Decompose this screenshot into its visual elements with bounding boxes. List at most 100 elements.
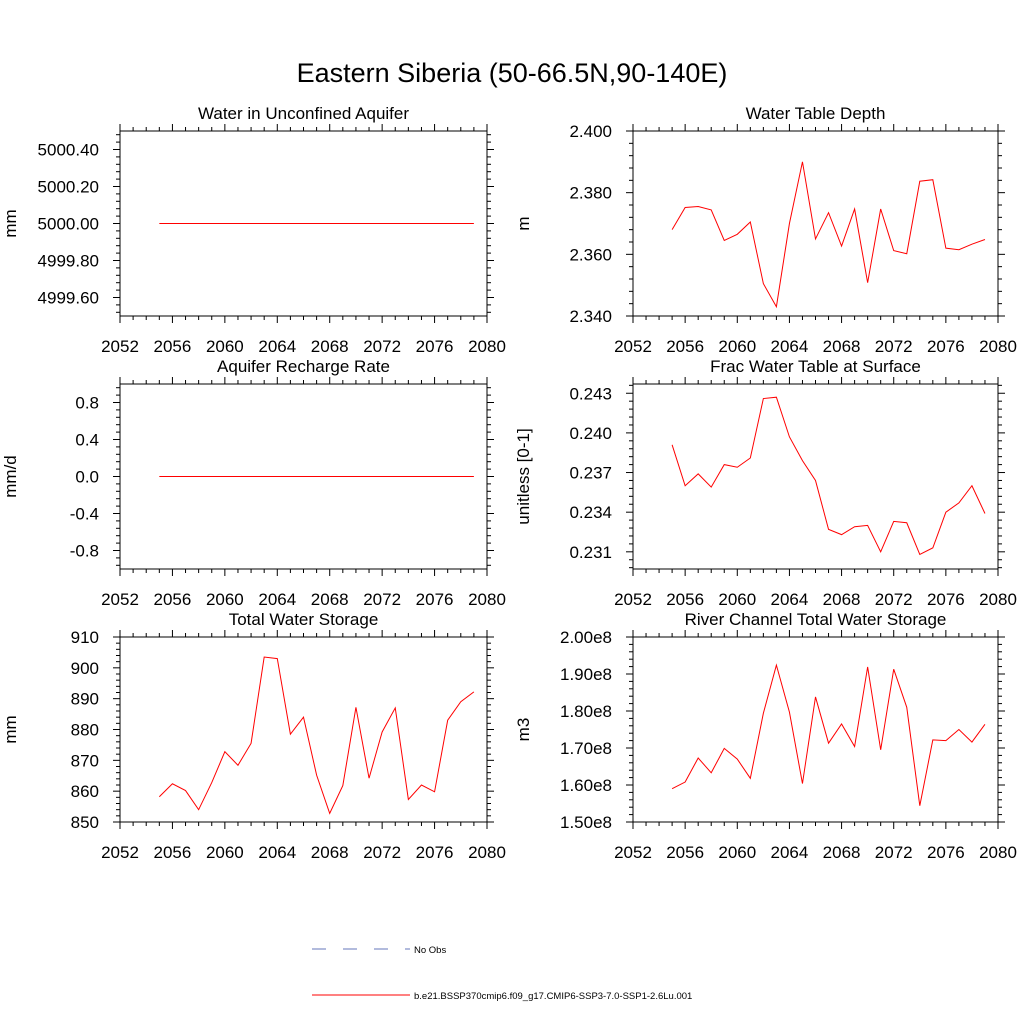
data-point [698, 473, 699, 474]
data-point [984, 724, 985, 725]
data-point [264, 476, 265, 477]
x-tick-label: 2076 [927, 337, 965, 356]
data-point [368, 778, 369, 779]
data-point [841, 534, 842, 535]
x-tick-label: 2052 [614, 337, 652, 356]
panel-title: Water in Unconfined Aquifer [198, 104, 409, 123]
data-point [421, 223, 422, 224]
x-tick-label: 2064 [771, 843, 809, 862]
data-point [737, 467, 738, 468]
figure-title: Eastern Siberia (50-66.5N,90-140E) [297, 58, 728, 88]
data-point [906, 707, 907, 708]
data-point [290, 476, 291, 477]
y-tick-label: 900 [71, 659, 99, 678]
data-point [172, 783, 173, 784]
data-point [185, 476, 186, 477]
panel-grid: Water in Unconfined Aquifer mm 2052 2056 206… [1, 104, 1017, 862]
data-point [945, 248, 946, 249]
panel-title: Water Table Depth [746, 104, 886, 123]
y-tick-label: 850 [71, 813, 99, 832]
data-point [224, 751, 225, 752]
x-tick-label: 2076 [927, 590, 965, 609]
data-point [685, 207, 686, 208]
y-axis-label: m [514, 216, 533, 230]
data-point [724, 748, 725, 749]
y-tick-label: 1.80e8 [560, 702, 612, 721]
x-tick-label: 2072 [363, 843, 401, 862]
data-point [303, 476, 304, 477]
series-line [671, 663, 986, 806]
legend-label: No Obs [414, 945, 446, 956]
data-point [277, 658, 278, 659]
data-point [185, 223, 186, 224]
data-point [945, 512, 946, 513]
x-tick-label: 2068 [311, 843, 349, 862]
series-line [671, 161, 986, 309]
panel-title: Frac Water Table at Surface [710, 357, 921, 376]
data-point [802, 783, 803, 784]
data-point [211, 223, 212, 224]
data-point [421, 784, 422, 785]
x-tick-label: 2056 [154, 590, 192, 609]
legend: No Obs b.e21.BSSP370cmip6.f09_g17.CMIP6-S… [312, 945, 692, 1002]
data-point [763, 283, 764, 284]
x-tick-label: 2080 [979, 337, 1017, 356]
data-point [672, 788, 673, 789]
y-tick-label: 0.243 [569, 384, 612, 403]
data-point [395, 223, 396, 224]
data-point [408, 799, 409, 800]
data-point [342, 476, 343, 477]
data-point [355, 223, 356, 224]
data-point [250, 476, 251, 477]
x-tick-label: 2080 [979, 843, 1017, 862]
x-tick-label: 2052 [614, 843, 652, 862]
data-point [789, 436, 790, 437]
x-tick-label: 2060 [206, 843, 244, 862]
chart-panel: River Channel Total Water Storage m3 2052 2… [514, 610, 1017, 862]
x-tick-label: 2076 [416, 843, 454, 862]
data-point [460, 476, 461, 477]
data-point [932, 547, 933, 548]
data-point [828, 212, 829, 213]
data-point [342, 785, 343, 786]
data-point [316, 775, 317, 776]
data-point [224, 223, 225, 224]
y-tick-label: 0.240 [569, 424, 612, 443]
data-point [958, 729, 959, 730]
data-point [776, 665, 777, 666]
data-point [698, 206, 699, 207]
y-tick-label: 870 [71, 751, 99, 770]
x-tick-label: 2068 [823, 590, 861, 609]
y-axis-label: mm/d [1, 455, 20, 498]
data-point [984, 239, 985, 240]
data-point [958, 502, 959, 503]
data-point [724, 464, 725, 465]
data-point [382, 476, 383, 477]
y-tick-label: 5000.00 [38, 215, 99, 234]
data-point [329, 813, 330, 814]
x-tick-label: 2064 [771, 590, 809, 609]
panel-title: Aquifer Recharge Rate [217, 357, 390, 376]
y-tick-label: 5000.40 [38, 141, 99, 160]
data-point [198, 809, 199, 810]
chart-panel: Water Table Depth m 2052 2056 2060 2064 2068 20… [514, 104, 1017, 356]
panel-title: River Channel Total Water Storage [685, 610, 947, 629]
data-point [841, 723, 842, 724]
x-tick-label: 2072 [363, 337, 401, 356]
data-point [185, 790, 186, 791]
data-point [880, 208, 881, 209]
data-point [737, 759, 738, 760]
data-point [711, 486, 712, 487]
data-point [408, 476, 409, 477]
data-point [395, 707, 396, 708]
x-tick-label: 2080 [468, 337, 506, 356]
y-tick-label: 1.60e8 [560, 776, 612, 795]
data-point [421, 476, 422, 477]
y-tick-label: 2.360 [569, 245, 612, 264]
data-point [473, 223, 474, 224]
data-point [815, 480, 816, 481]
y-tick-label: 1.90e8 [560, 665, 612, 684]
chart-panel: Frac Water Table at Surface unitless [0-1… [514, 357, 1017, 609]
data-point [159, 476, 160, 477]
y-tick-label: 910 [71, 628, 99, 647]
